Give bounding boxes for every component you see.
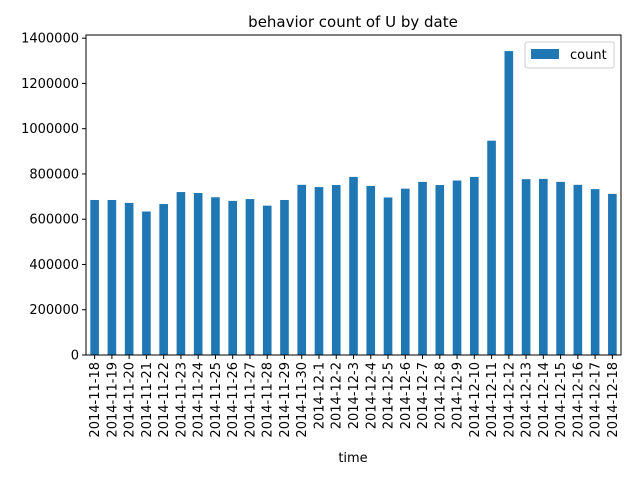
bar-2014-12-2 — [331, 185, 341, 355]
bar-2014-11-30 — [297, 184, 307, 355]
x-tick-label: 2014-11-26 — [226, 362, 241, 438]
x-tick-label: 2014-11-25 — [209, 362, 224, 438]
y-tick-label: 800000 — [29, 167, 79, 182]
bar-2014-12-10 — [469, 176, 479, 355]
x-tick-label: 2014-11-18 — [88, 362, 103, 438]
x-tick-label: 2014-11-30 — [295, 362, 310, 438]
bar-2014-11-19 — [107, 199, 117, 355]
x-tick-label: 2014-12-8 — [433, 362, 448, 429]
y-tick-label: 0 — [71, 349, 79, 364]
x-tick-label: 2014-12-5 — [382, 362, 397, 429]
bar-2014-11-23 — [176, 192, 186, 355]
x-axis: 2014-11-18 2014-11-19 2014-11-20 2014-11-21… — [88, 355, 621, 438]
bar-2014-11-27 — [245, 199, 255, 355]
x-tick-label: 2014-12-18 — [606, 362, 621, 438]
x-axis-label: time — [338, 451, 367, 466]
bar-2014-12-11 — [487, 140, 496, 355]
bar-2014-12-6 — [400, 188, 410, 355]
x-tick-label: 2014-12-1 — [312, 362, 327, 429]
x-tick-label: 2014-12-3 — [347, 362, 362, 429]
x-tick-label: 2014-12-17 — [589, 362, 604, 438]
x-tick-label: 2014-12-9 — [451, 362, 466, 429]
x-tick-label: 2014-11-23 — [174, 362, 189, 438]
bar-2014-12-14 — [539, 178, 548, 355]
bar-2014-11-28 — [262, 205, 272, 355]
bar-2014-11-22 — [159, 204, 168, 355]
bar-2014-12-7 — [418, 181, 427, 355]
bar-2014-11-29 — [280, 199, 289, 355]
x-tick-label: 2014-12-11 — [485, 362, 500, 438]
y-tick-label: 1400000 — [21, 32, 79, 47]
x-tick-label: 2014-12-16 — [571, 362, 586, 438]
bar-2014-11-18 — [90, 199, 99, 355]
bar-2014-12-15 — [556, 181, 565, 355]
y-tick-label: 600000 — [29, 213, 79, 228]
legend-swatch — [531, 49, 559, 59]
bar-2014-12-12 — [504, 51, 514, 355]
y-tick-label: 400000 — [29, 258, 79, 273]
bar-2014-12-18 — [608, 193, 617, 355]
y-tick-label: 200000 — [29, 303, 79, 318]
bar-2014-12-16 — [573, 184, 583, 355]
bar-2014-12-9 — [452, 180, 462, 355]
bar-2014-12-8 — [435, 185, 445, 355]
x-tick-label: 2014-12-13 — [520, 362, 535, 438]
bar-2014-12-13 — [521, 179, 531, 355]
bar-2014-12-5 — [383, 197, 393, 355]
bar-2014-12-17 — [590, 189, 600, 355]
legend-label: count — [570, 48, 607, 63]
bar-2014-11-25 — [211, 197, 220, 355]
bar-2014-11-21 — [142, 211, 151, 355]
x-tick-label: 2014-11-22 — [157, 362, 172, 438]
y-tick-label: 1200000 — [21, 77, 79, 92]
x-tick-label: 2014-12-12 — [502, 362, 517, 438]
x-tick-label: 2014-12-14 — [537, 362, 552, 438]
bar-2014-12-3 — [349, 176, 358, 355]
x-tick-label: 2014-12-10 — [468, 362, 483, 438]
x-tick-label: 2014-12-4 — [364, 362, 379, 429]
legend: count — [524, 41, 615, 69]
y-tick-label: 1000000 — [21, 122, 79, 137]
x-tick-label: 2014-11-28 — [261, 362, 276, 438]
x-tick-label: 2014-12-2 — [330, 362, 345, 429]
bar-2014-11-20 — [124, 202, 134, 355]
x-tick-label: 2014-11-21 — [140, 362, 155, 438]
bar-2014-11-24 — [193, 192, 203, 355]
bar-2014-12-4 — [366, 185, 376, 355]
x-tick-label: 2014-11-29 — [278, 362, 293, 438]
chart-title: behavior count of U by date — [248, 13, 458, 31]
x-tick-label: 2014-12-7 — [416, 362, 431, 429]
x-tick-label: 2014-11-20 — [123, 362, 138, 438]
x-tick-label: 2014-12-6 — [399, 362, 414, 429]
x-tick-label: 2014-11-24 — [192, 362, 207, 438]
bar-2014-11-26 — [228, 200, 238, 355]
bar-2014-12-1 — [314, 187, 324, 355]
legend-box — [524, 41, 615, 69]
bars-group — [90, 51, 617, 355]
y-axis: 0 200000 400000 600000 800000 1000000 1200000 1… — [21, 32, 86, 364]
x-tick-label: 2014-12-15 — [554, 362, 569, 438]
plot-frame — [85, 34, 622, 356]
x-tick-label: 2014-11-27 — [243, 362, 258, 438]
x-tick-label: 2014-11-19 — [105, 362, 120, 438]
